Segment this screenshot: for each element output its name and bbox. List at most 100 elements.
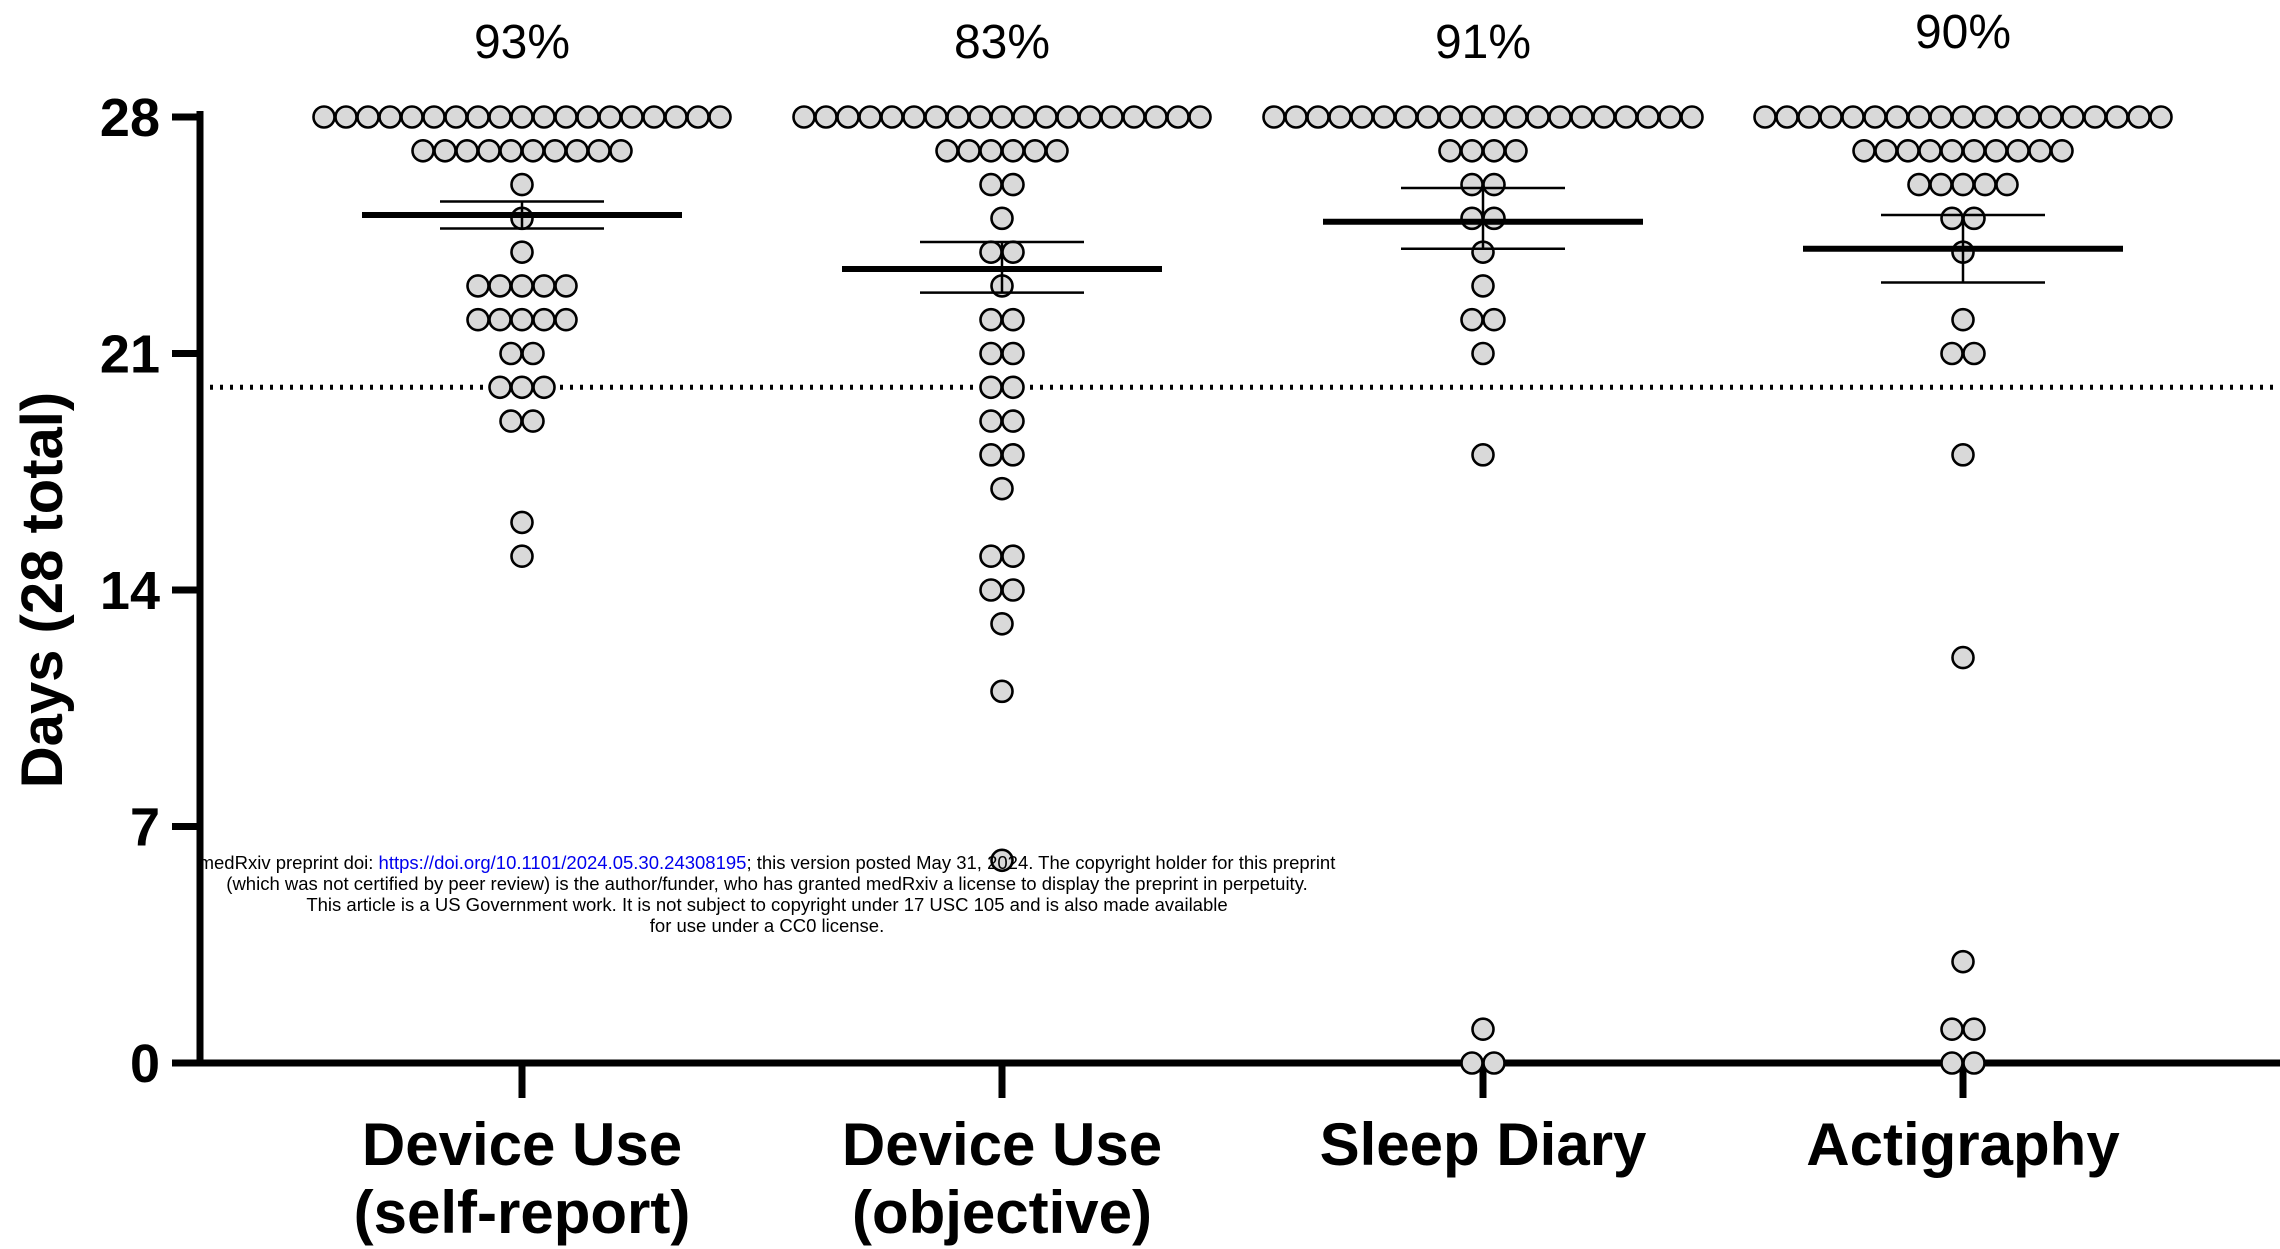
data-point xyxy=(1460,172,1484,197)
data-point xyxy=(1753,105,1777,129)
data-point xyxy=(1995,172,2019,197)
data-point xyxy=(1940,341,1964,366)
data-point xyxy=(642,105,666,129)
data-point xyxy=(609,138,633,163)
data-point xyxy=(1045,138,1069,163)
data-point xyxy=(1863,105,1887,129)
data-point xyxy=(1995,105,2019,129)
notice-line-3: This article is a US Government work. It… xyxy=(306,894,1227,915)
data-point xyxy=(510,375,534,400)
data-point xyxy=(1416,105,1440,129)
data-point xyxy=(1471,443,1495,467)
data-point xyxy=(1460,206,1484,231)
data-point xyxy=(957,138,981,163)
data-point xyxy=(1951,443,1975,467)
data-point xyxy=(466,307,490,332)
data-point xyxy=(1482,172,1506,197)
data-point xyxy=(990,679,1014,704)
data-point xyxy=(2083,105,2107,129)
data-point xyxy=(1940,1051,1964,1075)
data-point xyxy=(858,105,882,129)
data-point xyxy=(2006,138,2030,163)
data-point xyxy=(1001,375,1025,400)
data-point xyxy=(521,409,545,433)
data-point xyxy=(1962,1051,1986,1075)
data-point xyxy=(1548,105,1572,129)
data-point xyxy=(1001,240,1025,264)
data-point xyxy=(814,105,838,129)
data-point xyxy=(1100,105,1124,129)
data-point xyxy=(1962,1017,1986,1042)
data-point xyxy=(979,240,1003,264)
data-point xyxy=(1962,138,1986,163)
notice-line-4: for use under a CC0 license. xyxy=(650,915,884,936)
data-point xyxy=(990,206,1014,231)
data-point xyxy=(554,274,578,298)
y-axis-title: Days (28 total) xyxy=(10,392,75,788)
data-point xyxy=(979,375,1003,400)
data-point xyxy=(1350,105,1374,129)
data-point xyxy=(2149,105,2173,129)
data-point xyxy=(499,138,523,163)
data-point xyxy=(1482,206,1506,231)
data-point xyxy=(433,138,457,163)
data-point xyxy=(686,105,710,129)
data-point xyxy=(532,375,556,400)
data-point xyxy=(1984,138,2008,163)
data-point xyxy=(521,341,545,366)
data-point xyxy=(466,274,490,298)
data-point xyxy=(880,105,904,129)
data-point xyxy=(312,105,336,129)
data-point xyxy=(792,105,816,129)
data-point xyxy=(1658,105,1682,129)
data-point xyxy=(543,138,567,163)
data-point xyxy=(1001,307,1025,332)
percent-label: 93% xyxy=(474,16,570,69)
data-point xyxy=(1001,138,1025,163)
data-point xyxy=(1438,138,1462,163)
data-point xyxy=(1973,105,1997,129)
data-point xyxy=(1438,105,1462,129)
category-label-line-1: Sleep Diary xyxy=(1320,1111,1647,1178)
data-point xyxy=(620,105,644,129)
data-point xyxy=(979,138,1003,163)
data-point xyxy=(598,105,622,129)
data-point xyxy=(1328,105,1352,129)
data-point xyxy=(2061,105,2085,129)
data-point xyxy=(990,105,1014,129)
data-point xyxy=(510,172,534,197)
data-point xyxy=(1471,1017,1495,1042)
data-point xyxy=(1962,206,1986,231)
data-point xyxy=(1526,105,1550,129)
data-point xyxy=(1023,138,1047,163)
data-point xyxy=(708,105,732,129)
data-point xyxy=(2039,105,2063,129)
data-point xyxy=(1372,105,1396,129)
data-point xyxy=(1166,105,1190,129)
data-point xyxy=(532,105,556,129)
data-point xyxy=(1874,138,1898,163)
data-point xyxy=(488,105,512,129)
data-point xyxy=(1907,105,1931,129)
data-point xyxy=(1504,105,1528,129)
data-point xyxy=(499,341,523,366)
data-point xyxy=(356,105,380,129)
data-point xyxy=(1001,172,1025,197)
data-point xyxy=(1482,307,1506,332)
data-point xyxy=(411,138,435,163)
data-point xyxy=(587,138,611,163)
data-point xyxy=(510,240,534,264)
data-point xyxy=(1460,105,1484,129)
data-point xyxy=(1471,341,1495,366)
data-point xyxy=(990,611,1014,636)
data-point xyxy=(1460,1051,1484,1075)
data-point xyxy=(1940,1017,1964,1042)
data-point xyxy=(1306,105,1330,129)
doi-link[interactable]: https://doi.org/10.1101/2024.05.30.24308… xyxy=(379,852,747,873)
data-point xyxy=(1394,105,1418,129)
data-point xyxy=(979,544,1003,569)
data-point xyxy=(1841,105,1865,129)
preprint-notice: medRxiv preprint doi: https://doi.org/10… xyxy=(199,852,1336,936)
data-point xyxy=(400,105,424,129)
